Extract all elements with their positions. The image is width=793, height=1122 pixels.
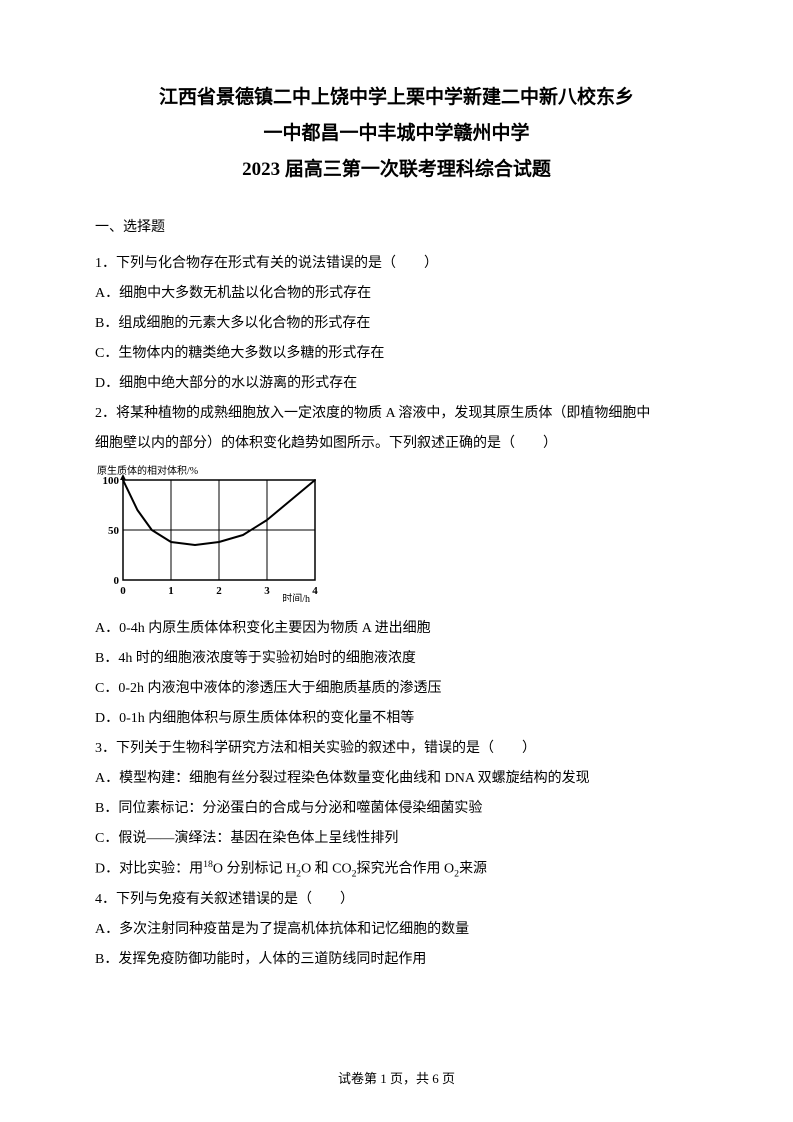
q3-option-d: D．对比实验：用18O 分别标记 H2O 和 CO2探究光合作用 O2来源 xyxy=(95,855,698,884)
q1-stem: 1．下列与化合物存在形式有关的说法错误的是（ ） xyxy=(95,250,698,278)
svg-text:100: 100 xyxy=(103,475,120,487)
q3d-suffix: 来源 xyxy=(459,862,487,877)
q2-option-c: C．0-2h 内液泡中液体的渗透压大于细胞质基质的渗透压 xyxy=(95,675,698,703)
q1-option-a: A．细胞中大多数无机盐以化合物的形式存在 xyxy=(95,280,698,308)
q3d-mid1: O 分别标记 H xyxy=(213,862,296,877)
q1-option-c: C．生物体内的糖类绝大多数以多糖的形式存在 xyxy=(95,340,698,368)
exam-title-block: 江西省景德镇二中上饶中学上栗中学新建二中新八校东乡 一中都昌一中丰城中学赣州中学… xyxy=(95,80,698,188)
page-footer: 试卷第 1 页，共 6 页 xyxy=(0,1068,793,1087)
section-heading: 一、选择题 xyxy=(95,216,698,236)
q3-option-c: C．假说——演绎法：基因在染色体上呈线性排列 xyxy=(95,825,698,853)
q3-option-a: A．模型构建：细胞有丝分裂过程染色体数量变化曲线和 DNA 双螺旋结构的发现 xyxy=(95,765,698,793)
chart-svg: 原生质体的相对体积/%05010001234时间/h xyxy=(95,462,325,602)
q3-option-b: B．同位素标记：分泌蛋白的合成与分泌和噬菌体侵染细菌实验 xyxy=(95,795,698,823)
q3d-mid2: O 和 CO xyxy=(301,862,352,877)
q2-chart: 原生质体的相对体积/%05010001234时间/h xyxy=(95,462,698,607)
svg-text:3: 3 xyxy=(264,585,270,597)
q2-option-d: D．0-1h 内细胞体积与原生质体体积的变化量不相等 xyxy=(95,705,698,733)
q2-option-a: A．0-4h 内原生质体体积变化主要因为物质 A 进出细胞 xyxy=(95,615,698,643)
title-line-3: 2023 届高三第一次联考理科综合试题 xyxy=(95,152,698,188)
q3d-mid3: 探究光合作用 O xyxy=(357,862,455,877)
q4-stem: 4．下列与免疫有关叙述错误的是（ ） xyxy=(95,886,698,914)
svg-text:2: 2 xyxy=(216,585,222,597)
q3d-prefix: D．对比实验：用 xyxy=(95,862,203,877)
svg-text:0: 0 xyxy=(120,585,126,597)
q2-option-b: B．4h 时的细胞液浓度等于实验初始时的细胞液浓度 xyxy=(95,645,698,673)
q2-stem-line1: 2．将某种植物的成熟细胞放入一定浓度的物质 A 溶液中，发现其原生质体（即植物细… xyxy=(95,400,698,428)
q1-option-b: B．组成细胞的元素大多以化合物的形式存在 xyxy=(95,310,698,338)
svg-text:4: 4 xyxy=(312,585,318,597)
svg-text:0: 0 xyxy=(114,575,120,587)
q1-option-d: D．细胞中绝大部分的水以游离的形式存在 xyxy=(95,370,698,398)
title-line-2: 一中都昌一中丰城中学赣州中学 xyxy=(95,116,698,152)
svg-text:1: 1 xyxy=(168,585,174,597)
svg-text:50: 50 xyxy=(108,525,120,537)
q4-option-a: A．多次注射同种疫苗是为了提高机体抗体和记忆细胞的数量 xyxy=(95,916,698,944)
svg-text:时间/h: 时间/h xyxy=(282,592,310,602)
q3-stem: 3．下列关于生物科学研究方法和相关实验的叙述中，错误的是（ ） xyxy=(95,735,698,763)
title-line-1: 江西省景德镇二中上饶中学上栗中学新建二中新八校东乡 xyxy=(95,80,698,116)
q4-option-b: B．发挥免疫防御功能时，人体的三道防线同时起作用 xyxy=(95,946,698,974)
q3d-iso: 18 xyxy=(203,859,213,870)
q2-stem-line2: 细胞壁以内的部分）的体积变化趋势如图所示。下列叙述正确的是（ ） xyxy=(95,430,698,458)
